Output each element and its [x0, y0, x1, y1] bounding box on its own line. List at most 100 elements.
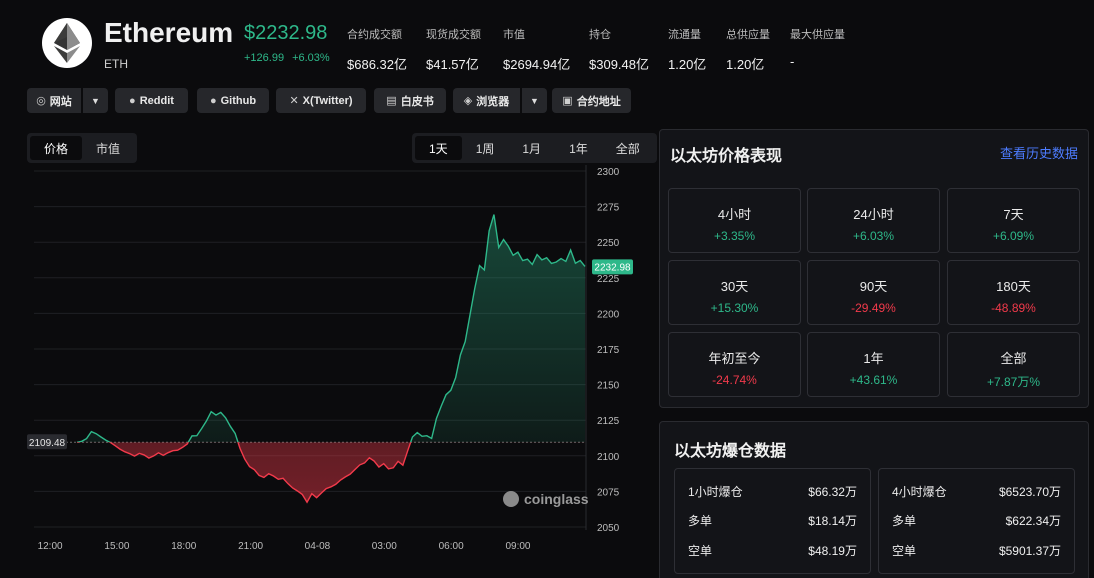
stat-market-cap: 市值 $2694.94亿: [503, 26, 570, 73]
y-tick-label: 2200: [597, 309, 620, 320]
price-chart[interactable]: 2300 2275 2250 2225 2200 2175 2150 2125 2100 2075…: [0, 160, 650, 570]
perf-value: -24.74%: [712, 373, 757, 387]
stat-value: $309.48亿: [589, 57, 649, 72]
stat-contract-volume: 合约成交额 $686.32亿: [347, 26, 407, 73]
liquidation-card-1h: 1小时爆仓 $66.32万 多单 $18.14万 空单 $48.19万: [674, 468, 871, 574]
liq-short-label: 空单: [688, 544, 713, 558]
range-1y-tab[interactable]: 1年: [569, 141, 588, 156]
perf-value: +3.35%: [713, 229, 756, 243]
reddit-label: Reddit: [139, 94, 174, 107]
range-1d-tab[interactable]: 1天: [415, 136, 462, 160]
perf-label: 7天: [1003, 207, 1024, 222]
liquidation-panel: 以太坊爆仓数据 1小时爆仓 $66.32万 多单 $18.14万 空单 $48.…: [659, 421, 1089, 578]
website-label: 网站: [49, 95, 72, 108]
reddit-button[interactable]: ● Reddit: [115, 88, 188, 113]
perf-label: 年初至今: [708, 351, 761, 366]
liq-total-row: 1小时爆仓 $66.32万: [688, 483, 857, 500]
liq-total-label: 4小时爆仓: [892, 485, 947, 499]
y-tick-label: 2175: [597, 345, 620, 356]
whitepaper-label: 白皮书: [400, 95, 434, 108]
mode-mcap-tab[interactable]: 市值: [96, 141, 121, 156]
perf-card: 30天 +15.30%: [668, 260, 801, 325]
perf-card: 90天 -29.49%: [807, 260, 940, 325]
y-tick-label: 2125: [597, 416, 620, 427]
coin-name: Ethereum: [104, 17, 234, 48]
reddit-icon: ●: [129, 94, 136, 107]
stat-value: 1.20亿: [726, 57, 765, 72]
github-button[interactable]: ● Github: [197, 88, 269, 113]
performance-panel: 以太坊价格表现 查看历史数据 4小时 +3.35% 24小时 +6.03% 7天…: [659, 129, 1089, 408]
perf-value: +6.03%: [852, 229, 895, 243]
liq-short-value: $48.19万: [808, 544, 857, 558]
github-label: Github: [220, 94, 257, 107]
area-fill-up: [77, 214, 585, 443]
website-button[interactable]: ◎ 网站: [27, 88, 81, 113]
perf-value: +7.87万%: [986, 375, 1041, 389]
range-1m-tab[interactable]: 1月: [522, 141, 542, 156]
liquidation-title: 以太坊爆仓数据: [674, 443, 787, 460]
caret-down-icon: ▼: [91, 95, 100, 106]
coinglass-logo-icon: [503, 491, 519, 507]
perf-card: 全部 +7.87万%: [947, 332, 1080, 397]
liq-short-row: 空单 $48.19万: [688, 542, 857, 559]
y-tick-label: 2050: [597, 523, 620, 534]
twitter-button[interactable]: ✕ X(Twitter): [276, 88, 366, 113]
stat-label: 合约成交额: [347, 29, 402, 41]
perf-value: +15.30%: [710, 301, 759, 315]
perf-label: 4小时: [717, 207, 752, 222]
twitter-label: X(Twitter): [302, 94, 353, 107]
x-tick-label: 15:00: [104, 541, 129, 552]
liq-total-value: $66.32万: [808, 485, 857, 499]
document-icon: ▤: [386, 95, 397, 107]
perf-label: 1年: [863, 351, 884, 366]
mode-price-tab[interactable]: 价格: [30, 136, 83, 160]
liq-total-label: 1小时爆仓: [688, 485, 743, 499]
price-change-abs: +126.99: [244, 52, 285, 64]
perf-card: 4小时 +3.35%: [668, 188, 801, 253]
stat-max-supply: 最大供应量 -: [790, 26, 845, 69]
price-change-pct: +6.03%: [292, 52, 330, 64]
perf-card: 年初至今 -24.74%: [668, 332, 801, 397]
stat-value: 1.20亿: [668, 57, 707, 72]
explorer-dropdown-button[interactable]: ▼: [521, 88, 547, 113]
liq-long-value: $18.14万: [808, 514, 857, 528]
website-dropdown-button[interactable]: ▼: [82, 88, 108, 113]
stat-label: 现货成交额: [426, 29, 481, 41]
x-tick-label: 09:00: [505, 541, 530, 552]
stat-total-supply: 总供应量 1.20亿: [726, 26, 770, 73]
y-tick-label: 2250: [597, 238, 620, 249]
watermark-text: coinglass: [524, 491, 589, 507]
liquidation-card-4h: 4小时爆仓 $6523.70万 多单 $622.34万 空单 $5901.37万: [878, 468, 1075, 574]
stat-value: $41.57亿: [426, 57, 479, 72]
contract-label: 合约地址: [576, 95, 621, 108]
whitepaper-button[interactable]: ▤ 白皮书: [374, 88, 446, 113]
perf-value: +6.09%: [992, 229, 1035, 243]
performance-title: 以太坊价格表现: [670, 148, 783, 165]
x-tick-label: 04-08: [305, 541, 331, 552]
perf-card: 7天 +6.09%: [947, 188, 1080, 253]
liq-short-row: 空单 $5901.37万: [892, 542, 1061, 559]
liq-long-row: 多单 $18.14万: [688, 512, 857, 529]
ethereum-logo-icon: [42, 18, 92, 68]
range-1w-tab[interactable]: 1周: [475, 141, 495, 156]
perf-label: 24小时: [853, 207, 894, 222]
explorer-button[interactable]: ◈ 浏览器: [453, 88, 520, 113]
coin-price: $2232.98: [244, 22, 328, 44]
liq-long-label: 多单: [688, 514, 713, 528]
stat-label: 市值: [503, 29, 525, 41]
x-tick-label: 12:00: [38, 541, 63, 552]
history-data-link[interactable]: 查看历史数据: [999, 146, 1078, 161]
y-tick-label: 2275: [597, 203, 620, 214]
range-all-tab[interactable]: 全部: [615, 141, 640, 156]
y-tick-label: 2225: [597, 274, 620, 285]
baseline-label: 2109.48: [27, 434, 67, 450]
contract-address-button[interactable]: ▣ 合约地址: [552, 88, 631, 113]
perf-card: 1年 +43.61%: [807, 332, 940, 397]
stat-label: 最大供应量: [790, 29, 845, 41]
chart-mode-toggle: 价格 市值: [27, 133, 138, 163]
stat-value: $2694.94亿: [503, 57, 571, 72]
explorer-icon: ◈: [463, 95, 473, 107]
stat-circulating: 流通量 1.20亿: [668, 26, 706, 73]
liq-long-label: 多单: [892, 514, 917, 528]
